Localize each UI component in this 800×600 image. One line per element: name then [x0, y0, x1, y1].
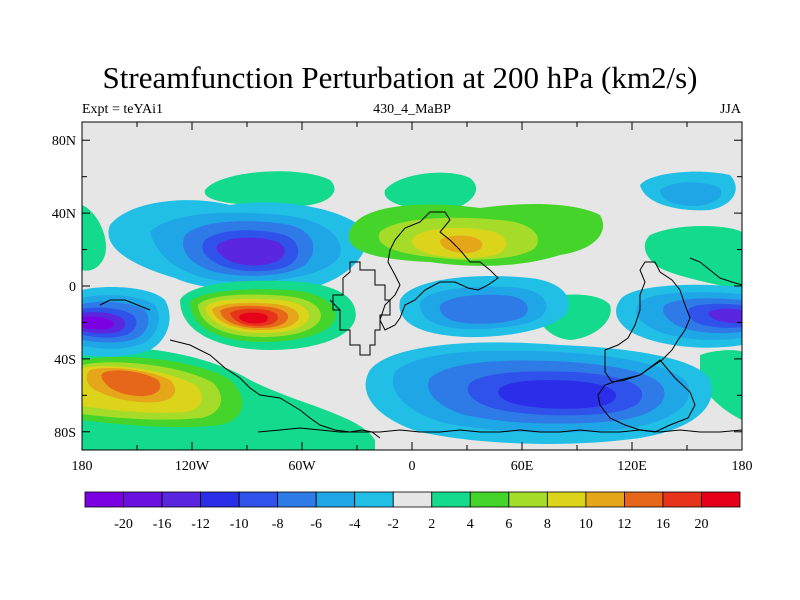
- x-tick-label: 60E: [511, 459, 534, 474]
- contour-patch: [498, 380, 617, 409]
- coastline: [99, 299, 151, 311]
- coastline: [329, 299, 341, 311]
- x-tick-label: 180: [72, 459, 93, 474]
- colorbar-swatch: [508, 491, 548, 508]
- coastline: [257, 427, 742, 433]
- y-tick-label: 80N: [52, 134, 76, 149]
- contour-patch: [644, 226, 742, 290]
- colorbar: -20 -16 -12 -10 -8 -6 -4 -2 2 4 6 8 10 12 16 20: [84, 491, 741, 532]
- colorbar-swatch: [662, 491, 702, 508]
- contour-patch: [384, 172, 477, 211]
- y-tick-label: 0: [69, 280, 76, 295]
- x-tick-label: 120W: [175, 459, 210, 474]
- colorbar-label: 16: [656, 517, 670, 532]
- colorbar-swatch: [624, 491, 664, 508]
- coastline: [332, 261, 391, 356]
- contour-patch: [440, 235, 483, 253]
- contour-patch: [239, 312, 268, 324]
- colorbar-swatch: [161, 491, 201, 508]
- colorbar-swatch: [431, 491, 471, 508]
- colorbar-label: -16: [153, 517, 172, 532]
- contour-patch: [708, 308, 742, 324]
- season-label: JJA: [719, 102, 741, 117]
- colorbar-label: 8: [544, 517, 551, 532]
- y-tick-label: 40N: [52, 207, 76, 222]
- contour-patch: [101, 370, 161, 397]
- x-tick-label: 120E: [617, 459, 647, 474]
- colorbar-swatch: [315, 491, 356, 508]
- contour-patch: [660, 182, 722, 206]
- axis-ticks: [81, 122, 743, 450]
- contour-patch: [204, 171, 335, 207]
- y-tick-label: 80S: [54, 426, 76, 441]
- colorbar-label: 10: [579, 517, 593, 532]
- colorbar-label: 12: [617, 517, 631, 532]
- colorbar-label: -2: [387, 517, 399, 532]
- colorbar-label: -10: [230, 517, 249, 532]
- experiment-label: Expt = teYAi1: [82, 102, 163, 117]
- colorbar-label: -4: [349, 517, 361, 532]
- axis-labels: 180 120W 60W 0 60E 120E 180 80N 40N 0 40S 80S: [52, 134, 753, 474]
- coastline: [379, 211, 499, 331]
- colorbar-label: -12: [191, 517, 210, 532]
- chart-title: Streamfunction Perturbation at 200 hPa (…: [102, 60, 698, 95]
- contour-fill-layer: [82, 171, 742, 450]
- y-tick-label: 40S: [54, 353, 76, 368]
- colorbar-swatch: [123, 491, 163, 508]
- coastline: [689, 257, 742, 286]
- colorbar-label: -6: [310, 517, 322, 532]
- colorbar-swatch: [200, 491, 240, 508]
- coastline: [169, 339, 381, 439]
- colorbar-swatch: [469, 491, 510, 508]
- colorbar-swatch: [84, 491, 124, 508]
- colorbar-swatch: [585, 491, 625, 508]
- contour-patch: [82, 316, 114, 330]
- coastline-layer: [99, 211, 742, 439]
- contour-patch: [439, 294, 528, 324]
- colorbar-swatch: [277, 491, 317, 508]
- colorbar-swatch: [701, 491, 741, 508]
- colorbar-label: -20: [114, 517, 133, 532]
- colorbar-swatch: [238, 491, 279, 508]
- colorbar-label: 6: [505, 517, 512, 532]
- x-tick-label: 0: [409, 459, 416, 474]
- colorbar-label: 20: [694, 517, 708, 532]
- contour-patch: [82, 205, 106, 271]
- time-period-label: 430_4_MaBP: [373, 102, 451, 117]
- x-tick-label: 180: [732, 459, 753, 474]
- colorbar-swatch: [546, 491, 587, 508]
- colorbar-label: -8: [272, 517, 284, 532]
- map-plot-area: [82, 122, 742, 450]
- contour-patch: [700, 350, 742, 420]
- contour-patch: [216, 237, 285, 266]
- colorbar-swatch: [354, 491, 394, 508]
- x-tick-label: 60W: [288, 459, 316, 474]
- colorbar-label: 4: [467, 517, 474, 532]
- coastline: [597, 359, 696, 433]
- colorbar-label: 2: [428, 517, 435, 532]
- colorbar-swatch: [392, 491, 433, 508]
